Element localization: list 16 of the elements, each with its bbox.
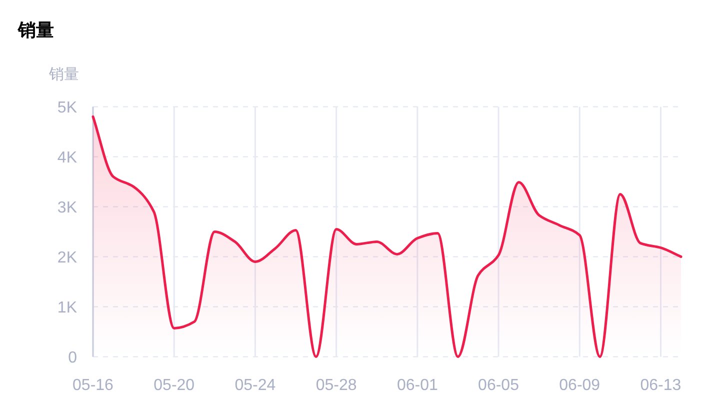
y-tick-label: 5K	[57, 100, 78, 117]
y-axis-title: 销量	[48, 66, 79, 83]
y-tick-label: 4K	[57, 150, 78, 167]
y-tick-label: 1K	[57, 300, 78, 317]
x-tick-label: 06-09	[559, 377, 600, 394]
y-tick-label: 0	[68, 350, 78, 367]
x-tick-label: 05-16	[72, 377, 114, 394]
y-tick-label: 3K	[57, 200, 78, 217]
x-tick-label: 06-01	[396, 377, 438, 394]
x-tick-label: 05-24	[234, 377, 276, 394]
x-tick-label: 06-05	[478, 377, 520, 394]
chart-title: 销量	[17, 20, 54, 40]
x-tick-label: 06-13	[640, 377, 682, 394]
y-tick-label: 2K	[57, 250, 78, 267]
x-tick-label: 05-20	[154, 377, 195, 394]
x-tick-label: 05-28	[316, 377, 357, 394]
